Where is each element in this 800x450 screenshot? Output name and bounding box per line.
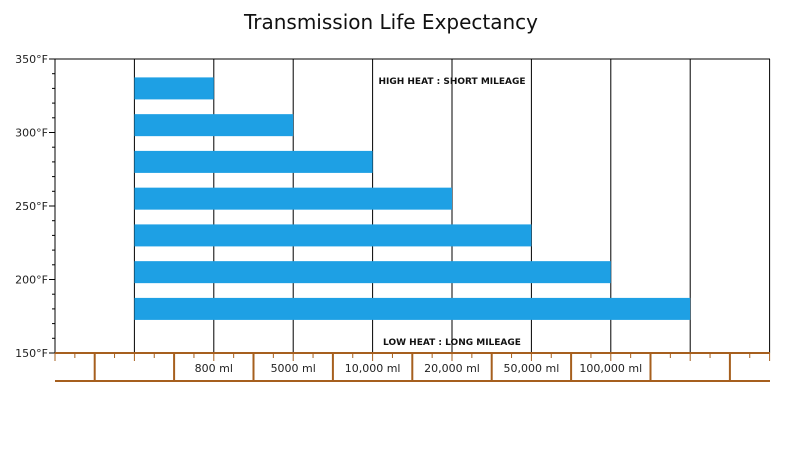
bar — [134, 261, 611, 284]
mileage-label: 100,000 ml — [579, 362, 642, 375]
y-tick-label: 200°F — [15, 274, 48, 287]
mileage-label: 20,000 ml — [424, 362, 480, 375]
mileage-label: 50,000 ml — [504, 362, 560, 375]
y-axis: 150°F 200°F 250°F 300°F 350°F — [15, 53, 56, 360]
chart-title: Transmission Life Expectancy — [243, 10, 538, 34]
bar — [134, 187, 452, 210]
bar — [134, 297, 691, 320]
mileage-label: 5000 ml — [271, 362, 316, 375]
bars — [134, 77, 691, 320]
annotation-high-heat: HIGH HEAT : SHORT MILEAGE — [378, 77, 525, 87]
bar — [134, 77, 214, 100]
bar — [134, 150, 373, 173]
mileage-ruler: 800 ml 5000 ml 10,000 ml 20,000 ml 50,000 ml… — [54, 352, 771, 382]
bar — [134, 114, 294, 137]
mileage-label: 10,000 ml — [345, 362, 401, 375]
annotation-low-heat: LOW HEAT : LONG MILEAGE — [383, 338, 521, 348]
y-tick-label: 150°F — [15, 347, 48, 360]
bar — [134, 224, 532, 247]
y-tick-label: 350°F — [15, 53, 48, 66]
mileage-label: 800 ml — [195, 362, 233, 375]
y-tick-label: 250°F — [15, 200, 48, 213]
y-tick-label: 300°F — [15, 127, 48, 140]
